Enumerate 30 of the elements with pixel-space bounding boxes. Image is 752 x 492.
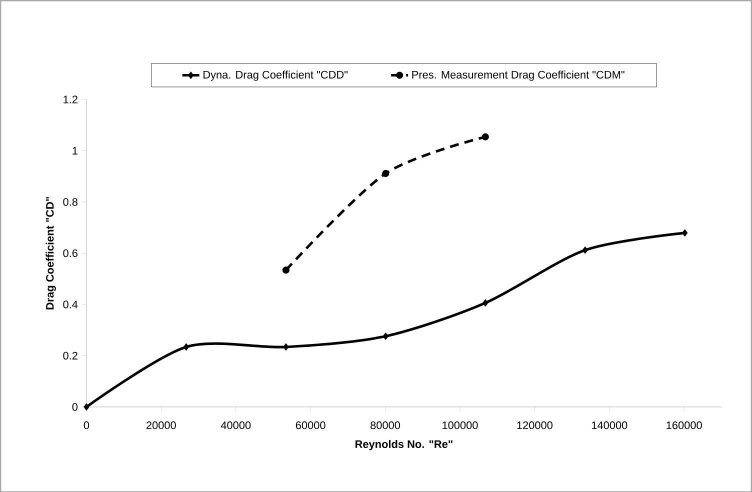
x-tick-label: 160000: [666, 421, 702, 429]
x-axis-title: Reynolds No. "Re": [356, 440, 452, 450]
y-tick-label: 0.6: [63, 249, 78, 257]
x-tick-label: 100000: [442, 421, 478, 429]
legend-label: Dyna. Drag Coefficient "CDD": [204, 70, 348, 81]
x-tick-label: 120000: [517, 421, 552, 429]
y-tick-label: 0: [72, 402, 78, 411]
x-tick-label: 0: [84, 421, 90, 429]
point: [382, 332, 388, 340]
legend-label: Pres. Measurement Drag Coefficient "CDM": [412, 70, 624, 81]
x-tick-label: 140000: [592, 421, 628, 429]
y-axis-title: Drag Coefficient "CD": [46, 196, 56, 310]
point: [84, 403, 90, 410]
x-tick-label: 80000: [370, 421, 400, 429]
y-tick-label: 1.2: [64, 95, 78, 104]
x-tick-label: 40000: [220, 421, 251, 429]
point: [582, 246, 588, 254]
y-tick-label: 0.8: [63, 198, 78, 206]
point: [283, 343, 289, 350]
point: [183, 343, 189, 350]
x-tick-label: 60000: [296, 421, 326, 429]
y-tick-label: 0.4: [63, 300, 78, 308]
y-tick-label: 0.2: [63, 352, 78, 360]
point: [382, 170, 390, 177]
point: [482, 133, 489, 140]
point: [282, 266, 290, 274]
x-tick-label: 20000: [146, 421, 176, 429]
point: [682, 229, 688, 236]
point: [482, 299, 488, 306]
y-tick-label: 1: [72, 146, 78, 154]
